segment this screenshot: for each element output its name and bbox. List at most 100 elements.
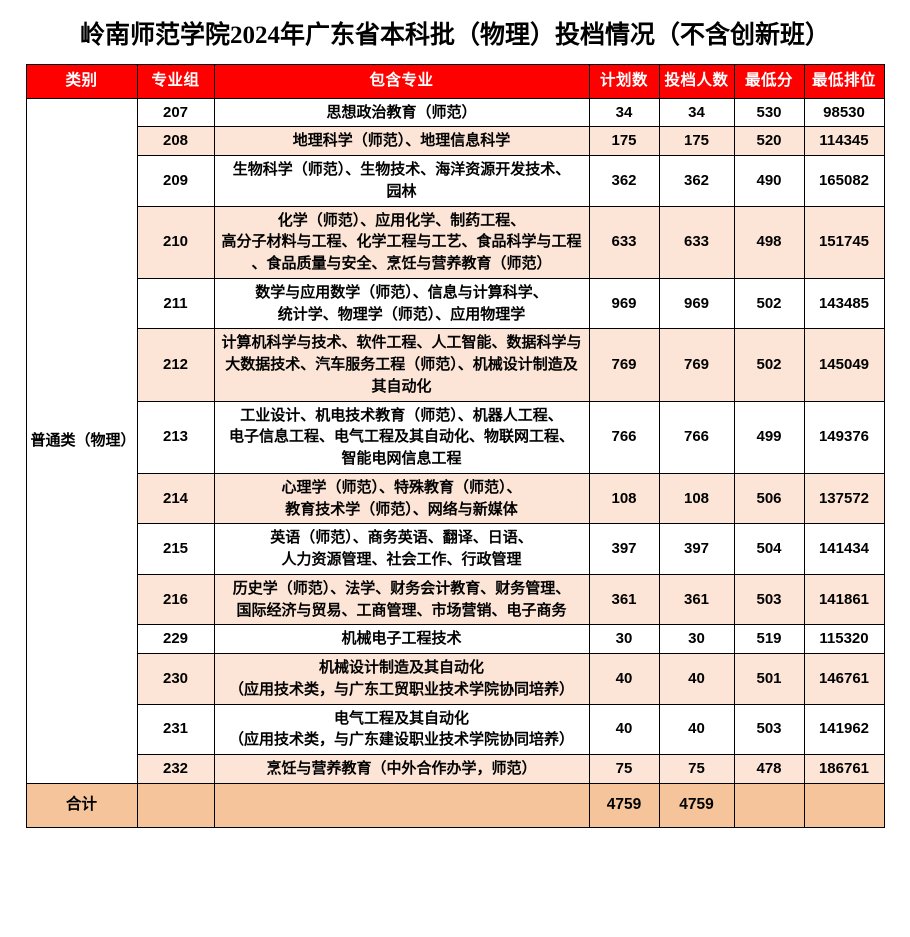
group-code-cell: 212 [136,328,215,402]
min-rank-cell: 137572 [803,472,885,525]
min-score-cell: 506 [733,472,805,525]
majors-cell: 工业设计、机电技术教育（师范）、机器人工程、 电子信息工程、电气工程及其自动化、物… [213,400,590,474]
plan-count-cell: 30 [588,624,660,654]
majors-cell: 机械电子工程技术 [213,624,590,654]
admitted-count-cell: 34 [658,97,735,128]
major-line: 国际经济与贸易、工商管理、市场营销、电子商务 [236,601,567,619]
plan-count-cell: 40 [588,653,660,705]
table-body: 普通类（物理） 207 思想政治教育（师范） 34 34 530 98530 208 地理科学（… [25,97,885,828]
min-score-cell: 490 [733,155,805,207]
min-score-cell: 478 [733,754,805,784]
min-score-cell: 530 [733,97,805,128]
majors-cell: 心理学（师范）、特殊教育（师范）、 教育技术学（师范）、网络与新媒体 [213,472,590,525]
major-line: 烹饪与营养教育（中外合作办学，师范） [266,760,537,777]
min-rank-cell: 146761 [803,653,885,705]
admitted-count-cell: 969 [658,277,735,330]
major-line: 智能电网信息工程 [341,450,462,467]
min-rank-cell: 114345 [803,126,885,156]
min-score-cell: 503 [733,573,805,626]
major-line: 思想政治教育（师范） [326,103,477,121]
table-row: 211 数学与应用数学（师范）、信息与计算科学、 统计学、物理学（师范）、应用物理学… [26,277,885,330]
majors-cell: 思想政治教育（师范） [213,97,590,128]
group-code-cell: 213 [136,400,215,474]
plan-count-cell: 769 [588,328,660,402]
major-line: （应用技术类，与广东工贸职业技术学院协同培养） [228,680,574,698]
major-line: 计算机科学与技术、软件工程、人工智能、数据科学与 [221,334,582,352]
total-min-score-cell [733,782,805,828]
group-code-cell: 208 [136,126,215,156]
min-score-cell: 499 [733,400,805,474]
admitted-count-cell: 30 [658,624,735,654]
plan-count-cell: 969 [588,277,660,330]
group-code-cell: 230 [136,653,215,705]
majors-cell: 英语（师范）、商务英语、翻译、日语、 人力资源管理、社会工作、行政管理 [213,523,590,575]
min-score-cell: 502 [733,328,805,402]
major-line: 大数据技术、汽车服务工程（师范）、机械设计制造及 [225,356,578,373]
majors-cell: 历史学（师范）、法学、财务会计教育、财务管理、 国际经济与贸易、工商管理、市场营销… [213,573,590,626]
group-code-cell: 231 [136,703,215,755]
major-line: 数学与应用数学（师范）、信息与计算科学、 [255,283,548,301]
min-score-cell: 501 [733,653,805,705]
table-row: 232 烹饪与营养教育（中外合作办学，师范） 75 75 478 186761 [26,754,885,784]
plan-count-cell: 108 [588,472,660,525]
group-code-cell: 216 [136,573,215,626]
majors-cell: 机械设计制造及其自动化 （应用技术类，与广东工贸职业技术学院协同培养） [213,653,590,705]
admitted-count-cell: 175 [658,126,735,156]
min-rank-cell: 186761 [803,754,885,784]
group-code-cell: 232 [136,754,215,784]
column-header-plan: 计划数 [588,63,660,99]
group-code-cell: 229 [136,624,215,654]
major-line: 统计学、物理学（师范）、应用物理学 [277,305,526,323]
major-line: 园林 [386,182,417,200]
min-score-cell: 504 [733,523,805,575]
min-score-cell: 502 [733,277,805,330]
min-rank-cell: 149376 [803,400,885,474]
table-row: 209 生物科学（师范）、生物技术、海洋资源开发技术、 园林 362 362 490 165… [26,155,885,207]
min-rank-cell: 141962 [803,703,885,755]
table-row: 216 历史学（师范）、法学、财务会计教育、财务管理、 国际经济与贸易、工商管理、市… [26,573,885,626]
page-title: 岭南师范学院2024年广东省本科批（物理）投档情况（不含创新班） [79,22,830,49]
min-score-cell: 498 [733,205,805,279]
major-line: 电子信息工程、电气工程及其自动化、物联网工程、 [228,428,574,446]
total-label-cell: 合计 [25,782,138,828]
total-admitted-cell: 4759 [658,782,735,828]
plan-count-cell: 361 [588,573,660,626]
major-line: 工业设计、机电技术教育（师范）、机器人工程、 [240,406,563,424]
table-row: 215 英语（师范）、商务英语、翻译、日语、 人力资源管理、社会工作、行政管理 397… [26,523,885,575]
group-code-cell: 210 [136,205,215,279]
column-header-group: 专业组 [136,63,215,99]
majors-cell: 计算机科学与技术、软件工程、人工智能、数据科学与 大数据技术、汽车服务工程（师范）… [213,328,590,402]
majors-cell: 化学（师范）、应用化学、制药工程、 高分子材料与工程、化学工程与工艺、食品科学与工… [213,205,590,279]
major-line: 人力资源管理、社会工作、行政管理 [281,551,522,568]
column-header-min-score: 最低分 [733,63,805,99]
majors-cell: 数学与应用数学（师范）、信息与计算科学、 统计学、物理学（师范）、应用物理学 [213,277,590,330]
group-code-cell: 207 [136,97,215,128]
major-line: 机械电子工程技术 [341,630,462,648]
admitted-count-cell: 108 [658,472,735,525]
total-min-rank-cell [803,782,885,828]
min-score-cell: 520 [733,126,805,156]
admitted-count-cell: 769 [658,328,735,402]
majors-cell: 电气工程及其自动化 （应用技术类，与广东建设职业技术学院协同培养） [213,703,590,755]
group-code-cell: 211 [136,277,215,330]
admitted-count-cell: 40 [658,653,735,705]
group-code-cell: 209 [136,155,215,207]
min-rank-cell: 145049 [803,328,885,402]
plan-count-cell: 633 [588,205,660,279]
category-cell: 普通类（物理） [25,97,138,784]
min-score-cell: 503 [733,703,805,755]
major-line: 、食品质量与安全、烹饪与营养教育（师范） [251,255,552,272]
min-rank-cell: 141434 [803,523,885,575]
major-line: 历史学（师范）、法学、财务会计教育、财务管理、 [232,579,571,597]
min-rank-cell: 151745 [803,205,885,279]
admitted-count-cell: 362 [658,155,735,207]
majors-cell: 生物科学（师范）、生物技术、海洋资源开发技术、 园林 [213,155,590,207]
majors-cell: 地理科学（师范）、地理信息科学 [213,126,590,156]
major-line: 其自动化 [371,377,432,395]
admission-table: 类别 专业组 包含专业 计划数 投档人数 最低分 最低排位 普通类（物理） 207… [25,63,885,828]
min-rank-cell: 98530 [803,97,885,128]
table-row: 212 计算机科学与技术、软件工程、人工智能、数据科学与 大数据技术、汽车服务工程（… [26,328,885,402]
plan-count-cell: 175 [588,126,660,156]
table-row: 213 工业设计、机电技术教育（师范）、机器人工程、 电子信息工程、电气工程及其自动… [26,400,885,474]
